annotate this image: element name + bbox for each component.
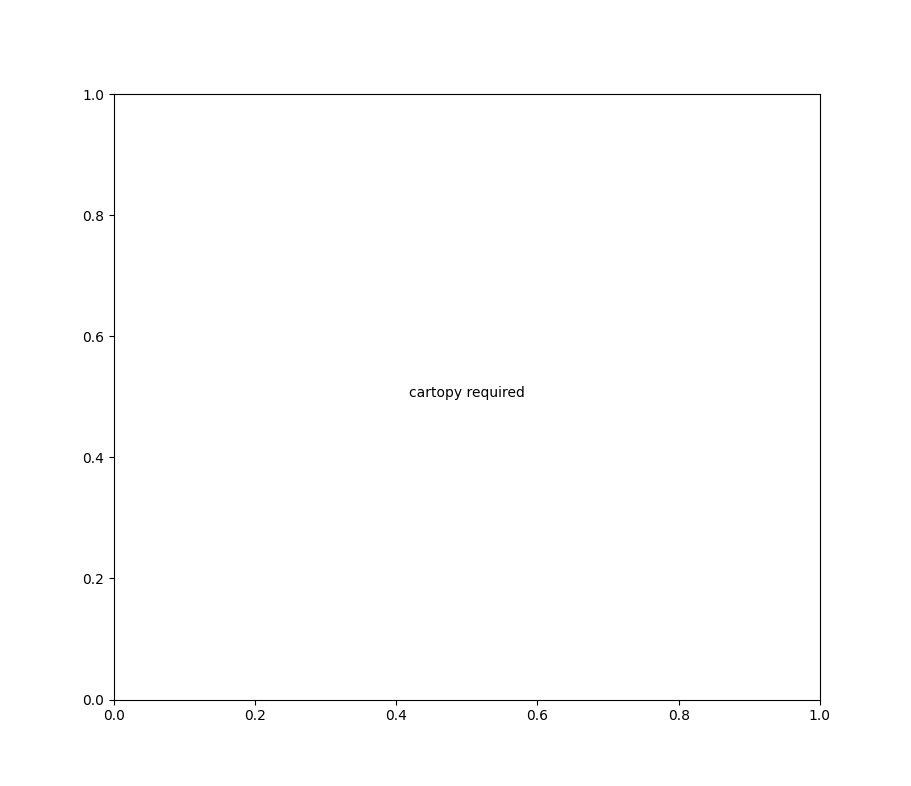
Text: cartopy required: cartopy required — [409, 386, 525, 400]
